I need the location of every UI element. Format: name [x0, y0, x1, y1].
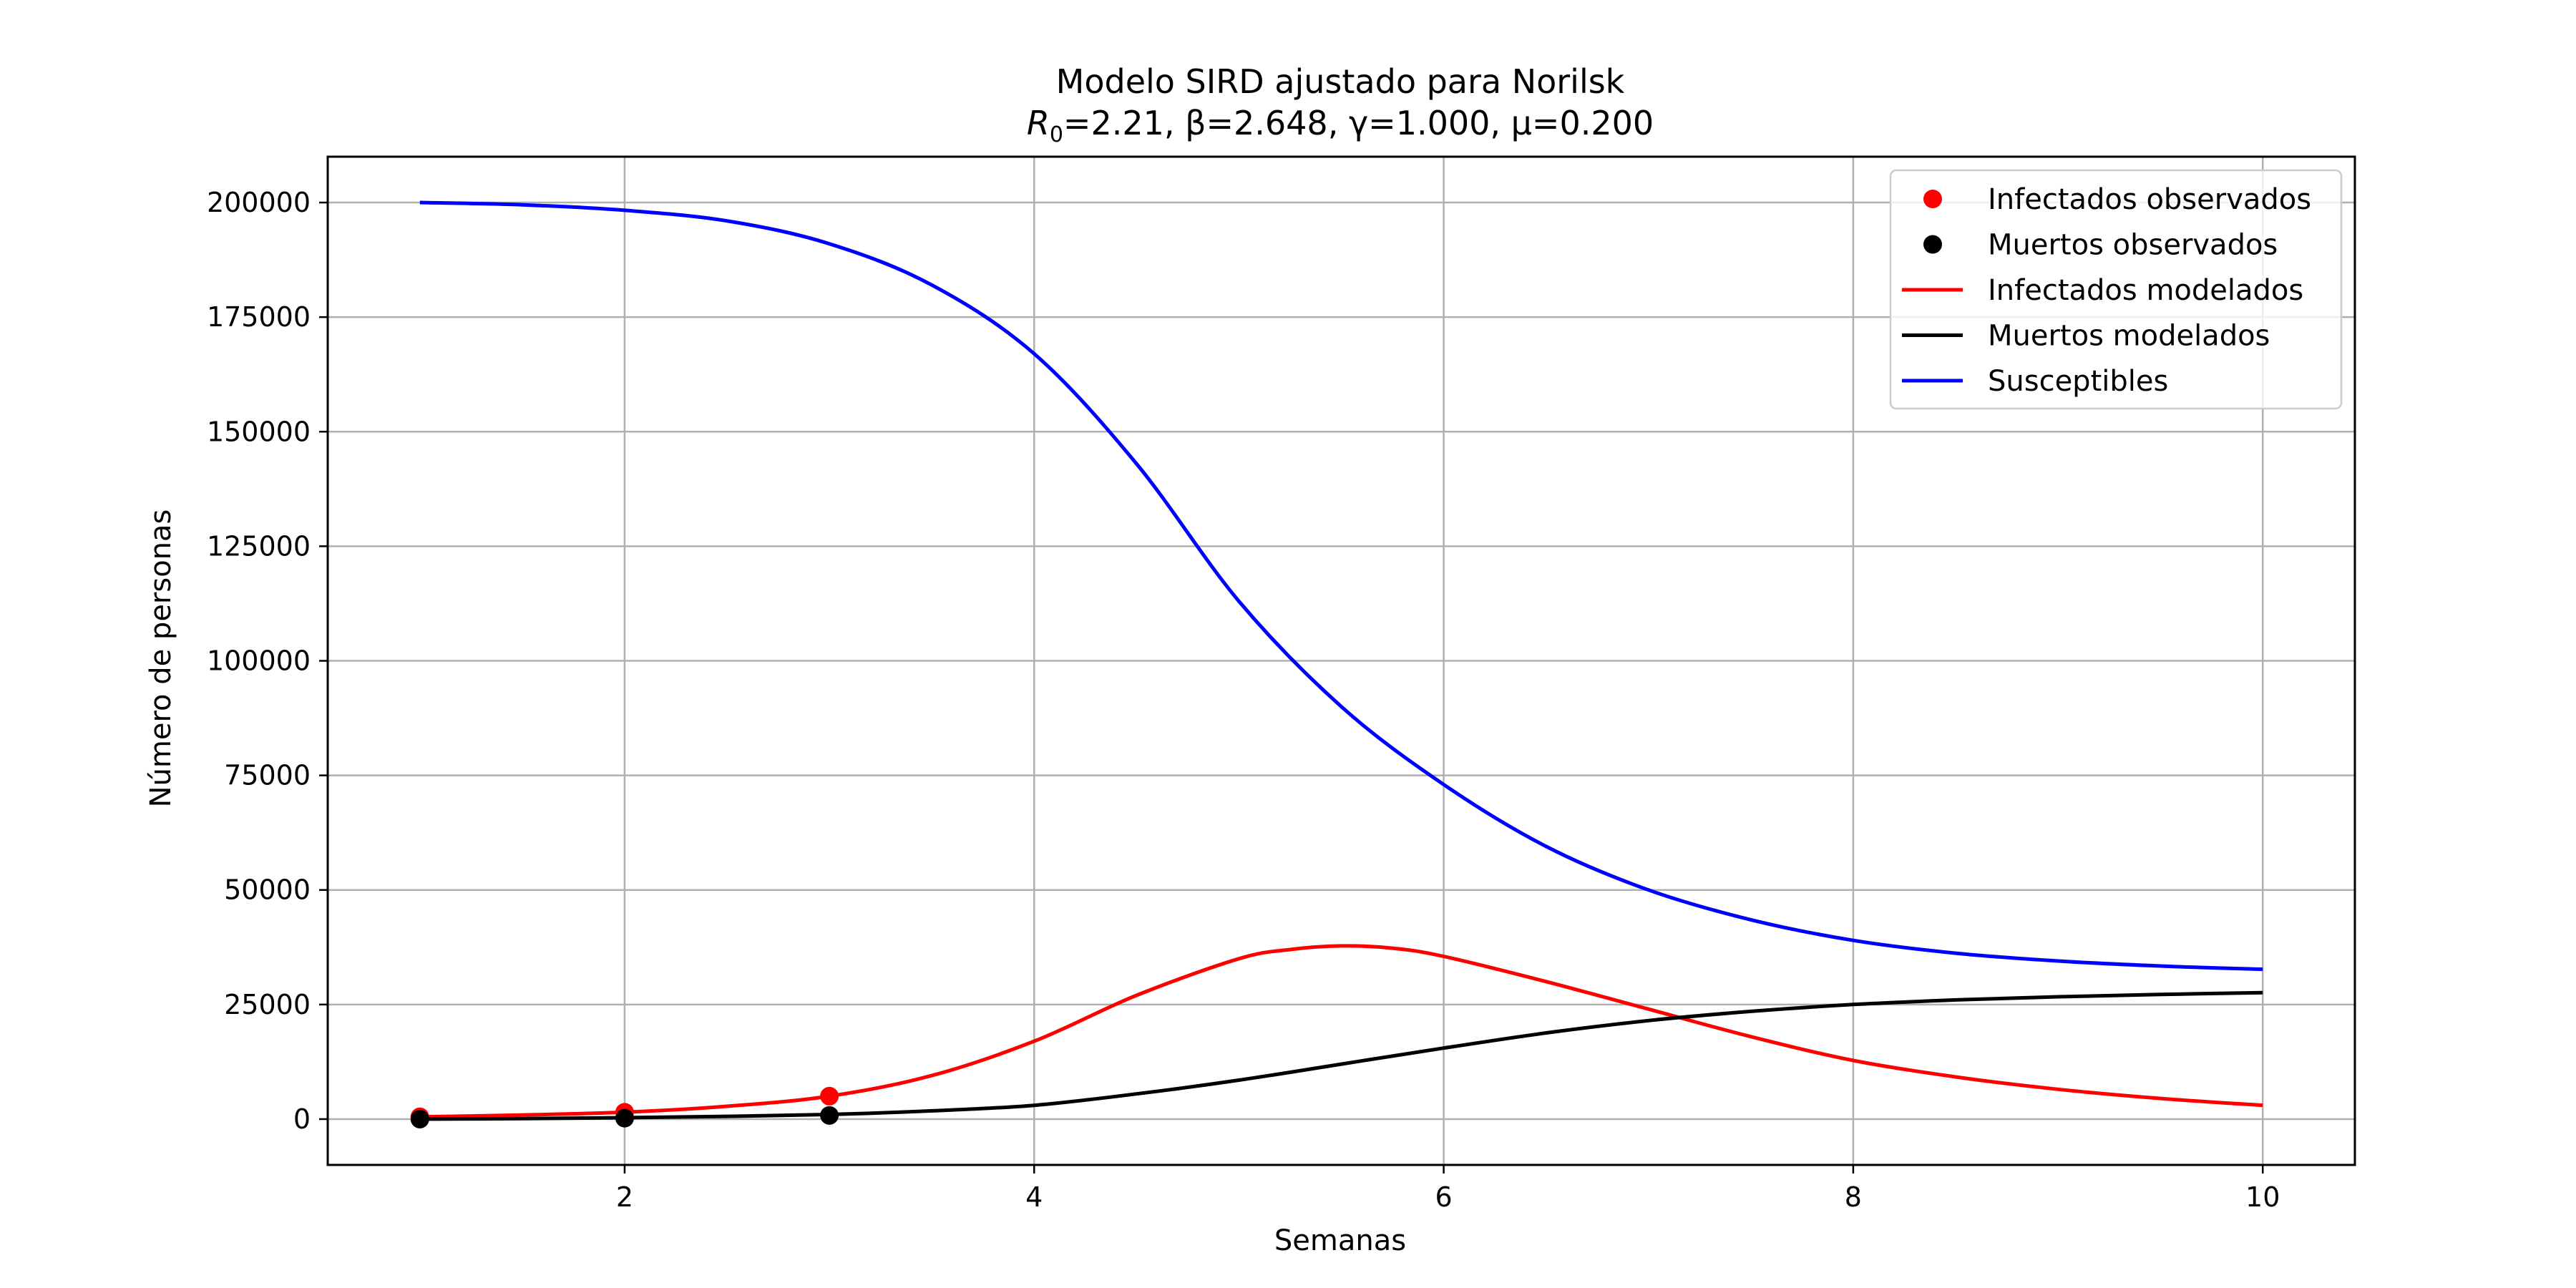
legend-label: Infectados modelados — [1988, 274, 2303, 307]
infectados-observados-point — [820, 1086, 839, 1106]
legend-label: Muertos modelados — [1988, 320, 2270, 353]
subtitle-parameters: =2.21, β=2.648, γ=1.000, μ=0.200 — [1063, 104, 1654, 142]
y-tick-label: 125000 — [207, 530, 311, 562]
infectados-modelados-line — [419, 944, 2263, 1119]
legend-label: Susceptibles — [1988, 365, 2168, 398]
muertos-modelados-line — [419, 990, 2263, 1121]
y-tick-label: 150000 — [207, 416, 311, 447]
legend-label: Muertos observados — [1988, 229, 2278, 262]
x-tick-label: 2 — [616, 1181, 633, 1213]
y-tick-label: 75000 — [224, 760, 311, 791]
legend-marker — [1923, 235, 1942, 254]
legend-marker — [1923, 190, 1942, 208]
y-axis-label: Número de personas — [145, 509, 177, 808]
muertos-observados-point — [615, 1108, 634, 1128]
subtitle-r-symbol: R — [1027, 104, 1050, 142]
x-tick-label: 6 — [1435, 1181, 1452, 1213]
legend: Infectados observados Muertos observados I… — [1889, 169, 2343, 410]
muertos-observados-point — [820, 1106, 839, 1125]
y-tick-label: 175000 — [207, 301, 311, 333]
x-axis-ticks: 2 4 6 8 10 — [616, 1165, 2280, 1213]
series-points — [410, 1086, 839, 1128]
subtitle-r-subscript: 0 — [1050, 122, 1063, 147]
x-axis-label: Semanas — [1274, 1224, 1406, 1257]
y-tick-label: 50000 — [224, 874, 311, 906]
x-tick-label: 4 — [1025, 1181, 1043, 1213]
susceptibles-line — [419, 200, 2263, 971]
x-tick-label: 10 — [2245, 1181, 2280, 1213]
muertos-observados-point — [410, 1109, 429, 1128]
y-tick-label: 200000 — [207, 187, 311, 218]
x-tick-label: 8 — [1845, 1181, 1862, 1213]
y-tick-label: 25000 — [224, 989, 311, 1020]
y-tick-label: 100000 — [207, 645, 311, 677]
series-lines — [419, 200, 2263, 1121]
y-axis-ticks: 0 25000 50000 75000 100000 125000 150000 175000… — [207, 187, 328, 1135]
y-tick-label: 0 — [293, 1103, 311, 1135]
legend-box — [1889, 169, 2343, 410]
legend-label: Infectados observados — [1988, 183, 2311, 216]
chart-subtitle: R0=2.21, β=2.648, γ=1.000, μ=0.200 — [1027, 104, 1654, 147]
grid — [328, 157, 2355, 1165]
chart-title: Modelo SIRD ajustado para Norilsk — [1056, 62, 1625, 101]
